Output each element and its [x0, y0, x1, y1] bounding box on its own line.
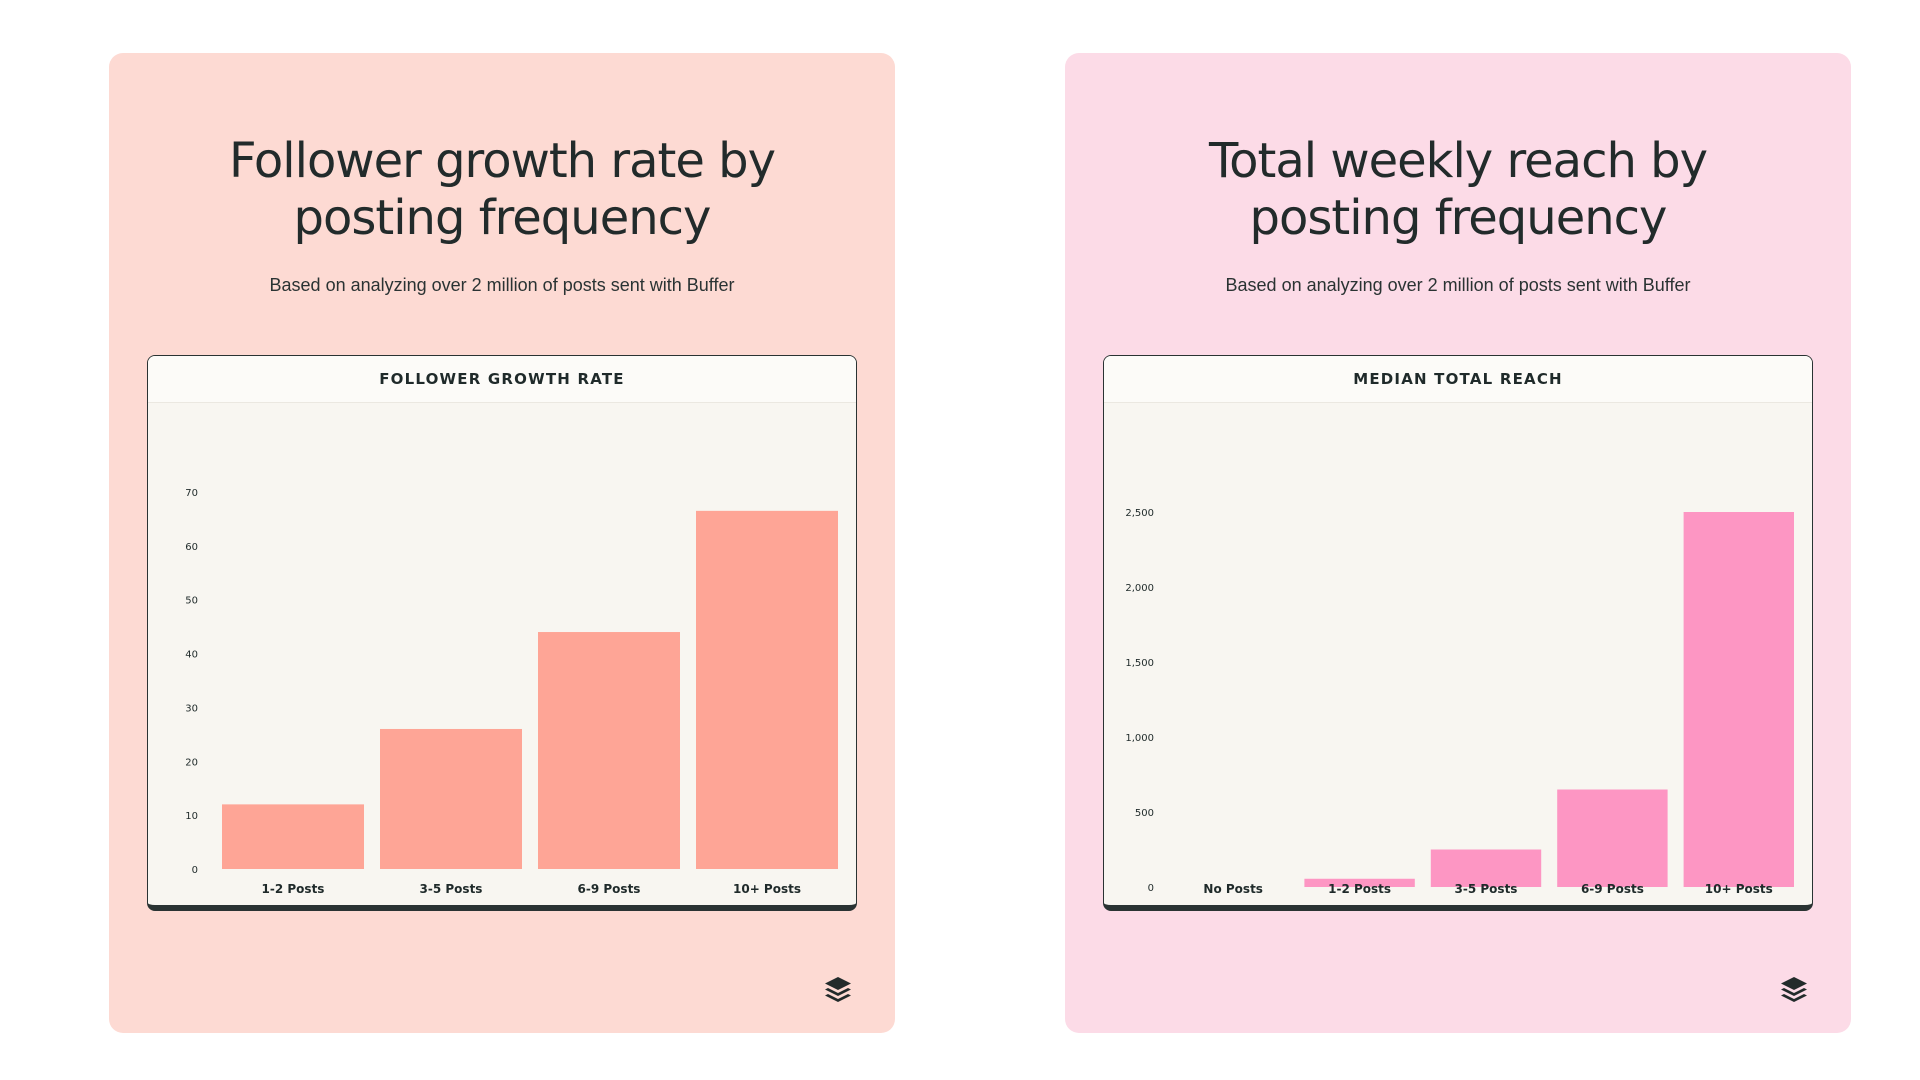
y-tick-label: 0: [192, 865, 198, 876]
x-tick-label: 10+ Posts: [1705, 882, 1773, 896]
x-tick-label: 1-2 Posts: [1328, 882, 1391, 896]
y-tick-label: 60: [185, 542, 198, 553]
card-title: Total weekly reach by posting frequency: [1105, 133, 1811, 247]
chart-panel-title: FOLLOWER GROWTH RATE: [148, 356, 856, 403]
buffer-logo-icon: [1781, 977, 1807, 1002]
x-tick-label: 10+ Posts: [733, 882, 801, 896]
y-tick-label: 1,500: [1125, 658, 1154, 669]
y-tick-label: 30: [185, 703, 198, 714]
x-tick-label: 3-5 Posts: [420, 882, 483, 896]
y-tick-label: 20: [185, 757, 198, 768]
y-tick-label: 40: [185, 650, 198, 661]
chart-panel: MEDIAN TOTAL REACH 0 500 1,000 1,500 2,000 2,…: [1103, 355, 1813, 911]
card-title-line2: posting frequency: [293, 190, 712, 246]
card-title-line1: Follower growth rate by: [229, 133, 776, 189]
y-tick-label: 50: [185, 596, 198, 607]
x-tick-label: 1-2 Posts: [262, 882, 325, 896]
buffer-logo-icon: [825, 977, 851, 1002]
bar: [696, 510, 838, 869]
x-tick-label: 6-9 Posts: [578, 882, 641, 896]
y-tick-label: 10: [185, 811, 198, 822]
chart-panel-title: MEDIAN TOTAL REACH: [1104, 356, 1812, 403]
x-tick-label: 3-5 Posts: [1455, 882, 1518, 896]
bar: [1557, 789, 1668, 887]
x-tick-label: No Posts: [1203, 882, 1263, 896]
y-tick-label: 0: [1148, 883, 1154, 894]
x-tick-label: 6-9 Posts: [1581, 882, 1644, 896]
card-title-line2: posting frequency: [1249, 190, 1668, 246]
y-tick-label: 2,000: [1125, 583, 1154, 594]
y-tick-label: 70: [185, 488, 198, 499]
card-subtitle: Based on analyzing over 2 million of pos…: [269, 275, 735, 295]
follower-growth-chart: 0 10 20 30 40 50 60 70 1-2 Posts 3-5 Posts 6-9 Pos…: [185, 488, 838, 896]
bar: [1430, 849, 1542, 887]
bar: [380, 728, 522, 869]
card-subtitle: Based on analyzing over 2 million of pos…: [1225, 275, 1691, 295]
chart-panel: FOLLOWER GROWTH RATE 0 10 20 30 40 50 60 70 1-2 …: [147, 355, 857, 911]
y-tick-label: 500: [1135, 808, 1154, 819]
follower-growth-card: Follower growth rate by posting frequenc…: [109, 53, 895, 1033]
bar: [1304, 878, 1415, 887]
y-tick-label: 1,000: [1125, 733, 1154, 744]
y-tick-label: 2,500: [1125, 508, 1154, 519]
bar: [222, 804, 364, 869]
bar: [1683, 512, 1794, 887]
median-reach-chart: 0 500 1,000 1,500 2,000 2,500 No Posts 1-2 Post…: [1125, 508, 1794, 896]
card-title-line1: Total weekly reach by: [1208, 133, 1708, 189]
weekly-reach-card: Total weekly reach by posting frequency …: [1065, 53, 1851, 1033]
bar: [538, 632, 680, 869]
card-title: Follower growth rate by posting frequenc…: [149, 133, 855, 247]
